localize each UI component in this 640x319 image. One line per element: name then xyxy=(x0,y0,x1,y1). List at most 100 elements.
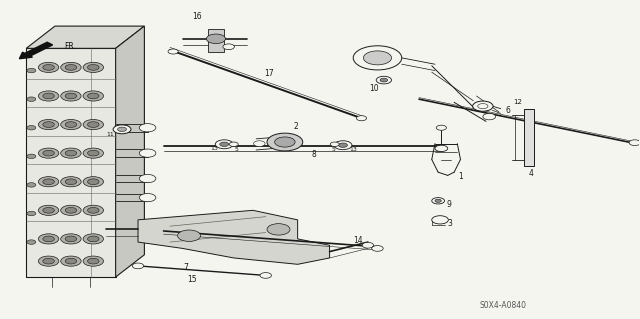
Circle shape xyxy=(483,114,495,120)
Circle shape xyxy=(88,207,99,213)
Circle shape xyxy=(88,64,99,70)
Text: 15: 15 xyxy=(188,275,197,284)
Circle shape xyxy=(83,234,104,244)
Circle shape xyxy=(38,148,59,158)
Text: 12: 12 xyxy=(513,99,522,105)
Circle shape xyxy=(65,64,77,70)
Circle shape xyxy=(435,145,448,152)
Circle shape xyxy=(38,62,59,72)
Circle shape xyxy=(275,137,295,147)
Circle shape xyxy=(65,207,77,213)
Circle shape xyxy=(65,236,77,242)
Circle shape xyxy=(43,122,54,127)
Circle shape xyxy=(83,91,104,101)
Circle shape xyxy=(27,183,36,187)
Circle shape xyxy=(27,97,36,101)
Circle shape xyxy=(61,120,81,130)
Text: 11: 11 xyxy=(107,132,115,137)
Circle shape xyxy=(61,234,81,244)
Circle shape xyxy=(380,78,388,82)
Circle shape xyxy=(38,91,59,101)
Circle shape xyxy=(260,272,271,278)
Circle shape xyxy=(253,141,265,146)
Circle shape xyxy=(83,205,104,215)
Circle shape xyxy=(27,211,36,216)
Circle shape xyxy=(27,68,36,73)
Text: 6: 6 xyxy=(506,106,511,115)
Text: 9: 9 xyxy=(447,200,451,209)
Circle shape xyxy=(88,93,99,99)
Circle shape xyxy=(629,140,640,145)
Circle shape xyxy=(140,123,156,132)
Circle shape xyxy=(339,143,348,147)
Circle shape xyxy=(118,127,127,131)
Text: FR.: FR. xyxy=(65,42,76,51)
Circle shape xyxy=(38,120,59,130)
Circle shape xyxy=(206,34,225,44)
Circle shape xyxy=(88,258,99,264)
Circle shape xyxy=(356,116,367,121)
Circle shape xyxy=(267,133,303,151)
Circle shape xyxy=(432,216,449,224)
Circle shape xyxy=(432,197,445,204)
Text: 5: 5 xyxy=(235,147,239,152)
Circle shape xyxy=(61,148,81,158)
Text: 1: 1 xyxy=(458,173,463,182)
Circle shape xyxy=(88,122,99,127)
Polygon shape xyxy=(26,48,116,277)
Text: 4: 4 xyxy=(528,169,533,178)
Circle shape xyxy=(435,199,442,202)
Polygon shape xyxy=(138,210,330,264)
Text: 7: 7 xyxy=(184,263,188,272)
Polygon shape xyxy=(26,26,145,48)
Text: 8: 8 xyxy=(311,150,316,159)
Circle shape xyxy=(61,205,81,215)
Circle shape xyxy=(140,174,156,183)
Circle shape xyxy=(140,194,156,202)
Circle shape xyxy=(65,150,77,156)
Circle shape xyxy=(472,101,493,111)
Circle shape xyxy=(477,104,488,109)
Circle shape xyxy=(83,148,104,158)
Circle shape xyxy=(220,142,228,146)
Text: 2: 2 xyxy=(293,122,298,131)
Circle shape xyxy=(38,205,59,215)
Text: 13: 13 xyxy=(349,147,357,152)
Circle shape xyxy=(229,142,238,146)
Circle shape xyxy=(27,154,36,159)
Text: 13: 13 xyxy=(211,146,219,151)
Text: 5: 5 xyxy=(332,147,335,152)
Circle shape xyxy=(223,44,234,50)
Circle shape xyxy=(353,46,402,70)
Circle shape xyxy=(61,62,81,72)
Text: 10: 10 xyxy=(369,84,379,93)
Circle shape xyxy=(43,150,54,156)
Text: 14: 14 xyxy=(353,236,363,245)
Circle shape xyxy=(83,62,104,72)
Circle shape xyxy=(43,258,54,264)
Circle shape xyxy=(83,177,104,187)
Circle shape xyxy=(140,149,156,157)
Circle shape xyxy=(88,179,99,185)
Circle shape xyxy=(38,234,59,244)
Circle shape xyxy=(61,256,81,266)
Circle shape xyxy=(65,93,77,99)
Circle shape xyxy=(43,64,54,70)
Text: 17: 17 xyxy=(264,69,274,78)
Circle shape xyxy=(43,179,54,185)
Circle shape xyxy=(43,93,54,99)
Polygon shape xyxy=(116,26,145,277)
Circle shape xyxy=(88,236,99,242)
Circle shape xyxy=(168,49,178,54)
Circle shape xyxy=(61,91,81,101)
Circle shape xyxy=(372,246,383,251)
Circle shape xyxy=(362,242,374,248)
Circle shape xyxy=(38,177,59,187)
Circle shape xyxy=(215,140,233,149)
Circle shape xyxy=(376,76,392,84)
Circle shape xyxy=(88,150,99,156)
Polygon shape xyxy=(208,29,224,51)
Circle shape xyxy=(61,177,81,187)
Text: S0X4-A0840: S0X4-A0840 xyxy=(479,301,527,310)
FancyArrow shape xyxy=(19,42,52,59)
